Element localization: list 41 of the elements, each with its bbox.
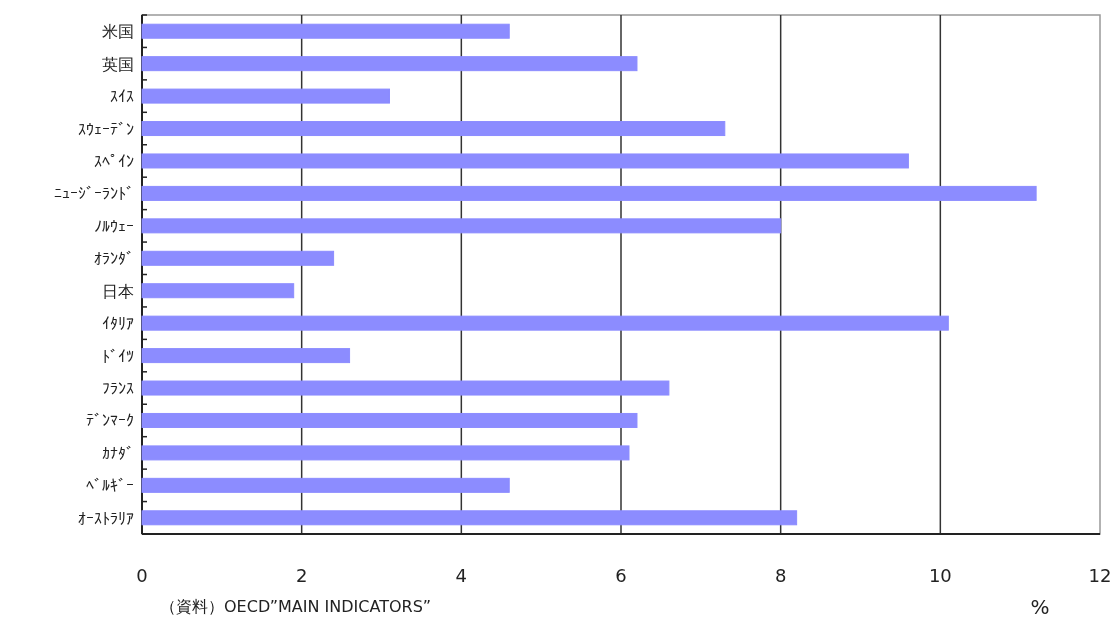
y-tick-label: ｽｳｪｰﾃﾞﾝ bbox=[78, 119, 134, 139]
bar bbox=[141, 380, 670, 396]
bar bbox=[141, 283, 295, 299]
bar bbox=[141, 477, 510, 493]
bar bbox=[141, 412, 638, 428]
x-tick-label: 2 bbox=[295, 565, 308, 586]
y-tick-label: ｵｰｽﾄﾗﾘｱ bbox=[78, 508, 134, 528]
x-axis-title: % bbox=[1030, 595, 1050, 619]
y-tick-label: ｽﾍﾟｲﾝ bbox=[94, 151, 134, 171]
x-tick-label: 0 bbox=[136, 565, 148, 586]
bar bbox=[141, 510, 798, 526]
y-tick-label: ﾍﾞﾙｷﾞｰ bbox=[86, 476, 134, 496]
y-tick-label: ｽｲｽ bbox=[110, 87, 134, 107]
y-tick-label: ｲﾀﾘｱ bbox=[102, 314, 134, 334]
bar bbox=[141, 250, 335, 266]
y-tick-label: ｵﾗﾝﾀﾞ bbox=[94, 249, 134, 269]
y-tick-label: ﾄﾞｲﾂ bbox=[102, 346, 134, 366]
bar bbox=[141, 218, 782, 234]
y-tick-label: ﾉﾙｳｪｰ bbox=[94, 216, 134, 236]
bar bbox=[141, 88, 390, 104]
y-tick-label: 日本 bbox=[102, 281, 134, 301]
x-tick-label: 8 bbox=[774, 565, 787, 586]
y-tick-label: ﾌﾗﾝｽ bbox=[102, 379, 134, 399]
bar bbox=[141, 445, 630, 461]
bar bbox=[141, 315, 949, 331]
y-tick-label: ﾃﾞﾝﾏｰｸ bbox=[86, 411, 134, 431]
y-tick-label: ｶﾅﾀﾞ bbox=[102, 443, 134, 463]
y-tick-label: 米国 bbox=[102, 22, 134, 42]
x-tick-label: 6 bbox=[615, 565, 627, 586]
x-tick-label: 4 bbox=[455, 565, 468, 586]
bar bbox=[141, 185, 1037, 201]
bar bbox=[141, 153, 909, 169]
bar bbox=[141, 23, 510, 39]
y-tick-label: ﾆｭｰｼﾞｰﾗﾝﾄﾞ bbox=[54, 184, 134, 204]
x-tick-label: 10 bbox=[928, 565, 952, 586]
y-tick-label: 英国 bbox=[102, 54, 134, 74]
bar bbox=[141, 121, 726, 137]
bar bbox=[141, 348, 351, 364]
x-tick-label: 12 bbox=[1088, 565, 1112, 586]
bar bbox=[141, 56, 638, 72]
text: （資料）OECD”MAIN INDICATORS” bbox=[160, 597, 432, 616]
